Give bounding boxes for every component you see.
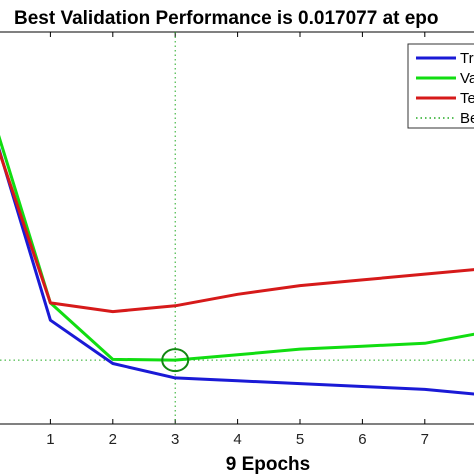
x-tick-label: 1: [46, 431, 54, 448]
x-tick-label: 3: [171, 431, 179, 448]
legend-label-va: Va: [460, 70, 474, 87]
x-axis-label: 9 Epochs: [226, 454, 310, 474]
legend: Tr Va Te Be: [407, 43, 474, 129]
chart-title: Best Validation Performance is 0.017077 …: [14, 8, 439, 29]
series-line-tr: [0, 147, 474, 396]
series-line-va: [0, 134, 474, 362]
best-point-marker: [161, 348, 190, 373]
legend-label-be: Be: [460, 110, 474, 127]
legend-label-te: Te: [460, 90, 474, 107]
x-tick-label: 6: [358, 431, 366, 448]
x-tick-label: 2: [109, 431, 117, 448]
x-tick-label: 5: [296, 431, 304, 448]
x-tick-label: 4: [233, 431, 241, 448]
plot-area: 1 2 3 4 5 6 7: [0, 31, 474, 448]
x-tick-label: 7: [421, 431, 429, 448]
series-line-te: [0, 149, 474, 314]
legend-label-tr: Tr: [460, 50, 474, 67]
